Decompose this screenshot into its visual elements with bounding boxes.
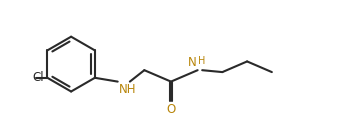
Text: Cl: Cl <box>33 71 44 84</box>
Text: H: H <box>199 56 206 66</box>
Text: O: O <box>166 103 176 116</box>
Text: N: N <box>188 56 197 69</box>
Text: NH: NH <box>119 83 137 96</box>
